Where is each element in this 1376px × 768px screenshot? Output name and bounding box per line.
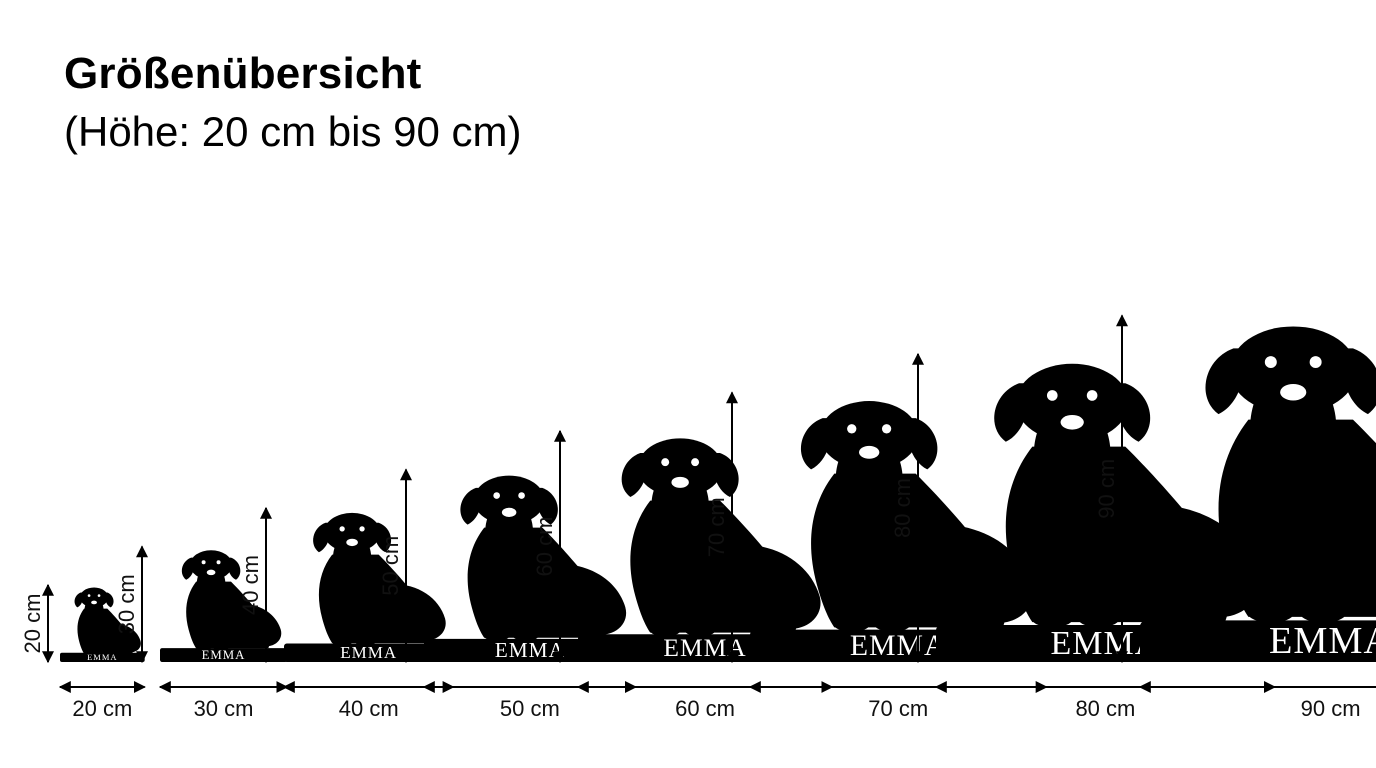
dog-eye <box>97 594 101 597</box>
height-label: 30 cm <box>114 574 139 634</box>
page-subtitle: (Höhe: 20 cm bis 90 cm) <box>64 108 522 155</box>
name-plate <box>60 652 145 662</box>
dog-eye <box>216 560 221 565</box>
plate-name-text: EMMA <box>663 633 746 662</box>
dog-eye <box>661 458 670 467</box>
height-label: 40 cm <box>238 555 263 615</box>
plate-name-text: EMMA <box>1269 620 1376 662</box>
height-label: 80 cm <box>890 478 915 538</box>
dog-tongue <box>671 476 689 488</box>
width-label: 50 cm <box>500 696 560 721</box>
dog-eye <box>493 492 500 499</box>
size-group-90: EMMA 90 cm 90 cm <box>1094 314 1376 721</box>
height-label: 50 cm <box>378 536 403 596</box>
width-label: 70 cm <box>868 696 928 721</box>
dog-tongue <box>346 538 358 547</box>
dog-eye <box>1264 356 1277 369</box>
width-label: 60 cm <box>675 696 735 721</box>
dog-eye <box>1309 356 1322 369</box>
dog-eye <box>881 424 892 434</box>
dog-tongue <box>1060 414 1084 430</box>
dog-eye <box>87 594 91 597</box>
dog-tongue <box>501 507 517 517</box>
dog-silhouette-icon <box>1205 326 1376 623</box>
dog-eye <box>518 492 525 499</box>
width-label: 30 cm <box>194 696 254 721</box>
plate-name-text: EMMA <box>87 652 117 662</box>
dog-silhouette-icon <box>800 401 1033 632</box>
dog-eye <box>1046 390 1058 401</box>
plate-name-text: EMMA <box>340 643 397 662</box>
name-plate <box>160 648 288 662</box>
dog-tongue <box>1280 384 1307 401</box>
page-title: Größenübersicht <box>64 49 422 98</box>
plate-name-text: EMMA <box>495 638 565 662</box>
height-label: 20 cm <box>20 594 45 654</box>
dog-eye <box>691 458 700 467</box>
dog-tongue <box>206 569 216 576</box>
size-group-20: EMMA 20 cm 20 cm <box>20 583 146 721</box>
height-label: 90 cm <box>1094 459 1119 519</box>
height-label: 60 cm <box>532 517 557 577</box>
plate-name-text: EMMA <box>850 629 947 662</box>
dog-tongue <box>859 445 880 459</box>
size-group-30: EMMA 30 cm 30 cm <box>114 545 289 721</box>
width-label: 90 cm <box>1301 696 1361 721</box>
width-label: 20 cm <box>72 696 132 721</box>
height-label: 70 cm <box>704 497 729 557</box>
width-label: 40 cm <box>339 696 399 721</box>
dog-eye <box>847 424 857 434</box>
dog-eye <box>359 526 365 532</box>
dog-eye <box>339 526 345 532</box>
dog-eye <box>201 560 206 565</box>
dog-eye <box>1086 390 1098 401</box>
plate-name-text: EMMA <box>202 648 246 662</box>
dog-tongue <box>91 600 97 605</box>
name-plate <box>1140 620 1376 662</box>
width-label: 80 cm <box>1075 696 1135 721</box>
